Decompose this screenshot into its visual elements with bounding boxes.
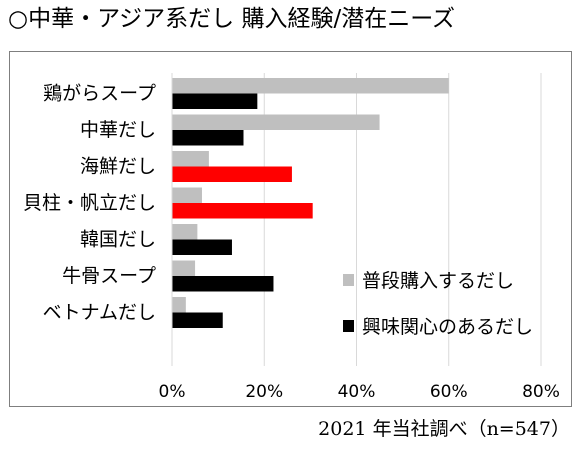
bar-interest: [172, 93, 258, 109]
x-tick-label: 40%: [338, 382, 376, 402]
category-label: 海鮮だし: [80, 156, 156, 178]
bar-purchased: [172, 114, 380, 130]
legend-label-interest: 興味関心のあるだし: [362, 316, 533, 338]
chart-frame: [9, 51, 572, 407]
source-note: 2021 年当社調べ（n=547）: [318, 418, 570, 440]
legend-label-purchased: 普段購入するだし: [362, 270, 514, 292]
category-label: 鶏がらスープ: [43, 83, 156, 105]
chart-title: ○中華・アジア系だし 購入経験/潜在ニーズ: [8, 6, 456, 32]
x-tick-label: 80%: [522, 382, 560, 402]
bar-interest: [172, 239, 232, 255]
category-label: 韓国だし: [80, 229, 156, 251]
bar-purchased: [172, 78, 449, 94]
bar-interest: [172, 166, 292, 182]
legend-swatch-purchased: [343, 274, 354, 286]
bar-purchased: [172, 187, 202, 203]
category-label: 貝柱・帆立だし: [23, 192, 156, 214]
bar-interest: [172, 203, 313, 219]
category-label: ベトナムだし: [43, 302, 156, 324]
bar-interest: [172, 312, 223, 328]
legend-swatch-interest: [343, 320, 354, 332]
bar-purchased: [172, 297, 186, 313]
x-tick-label: 20%: [245, 382, 283, 402]
category-label: 中華だし: [80, 119, 156, 141]
bar-purchased: [172, 151, 209, 167]
bar-purchased: [172, 260, 196, 276]
x-tick-label: 60%: [430, 382, 468, 402]
bar-interest: [172, 276, 274, 292]
x-tick-label: 0%: [159, 382, 186, 402]
bar-interest: [172, 130, 244, 146]
category-label: 牛骨スープ: [62, 265, 156, 287]
bar-purchased: [172, 224, 198, 240]
